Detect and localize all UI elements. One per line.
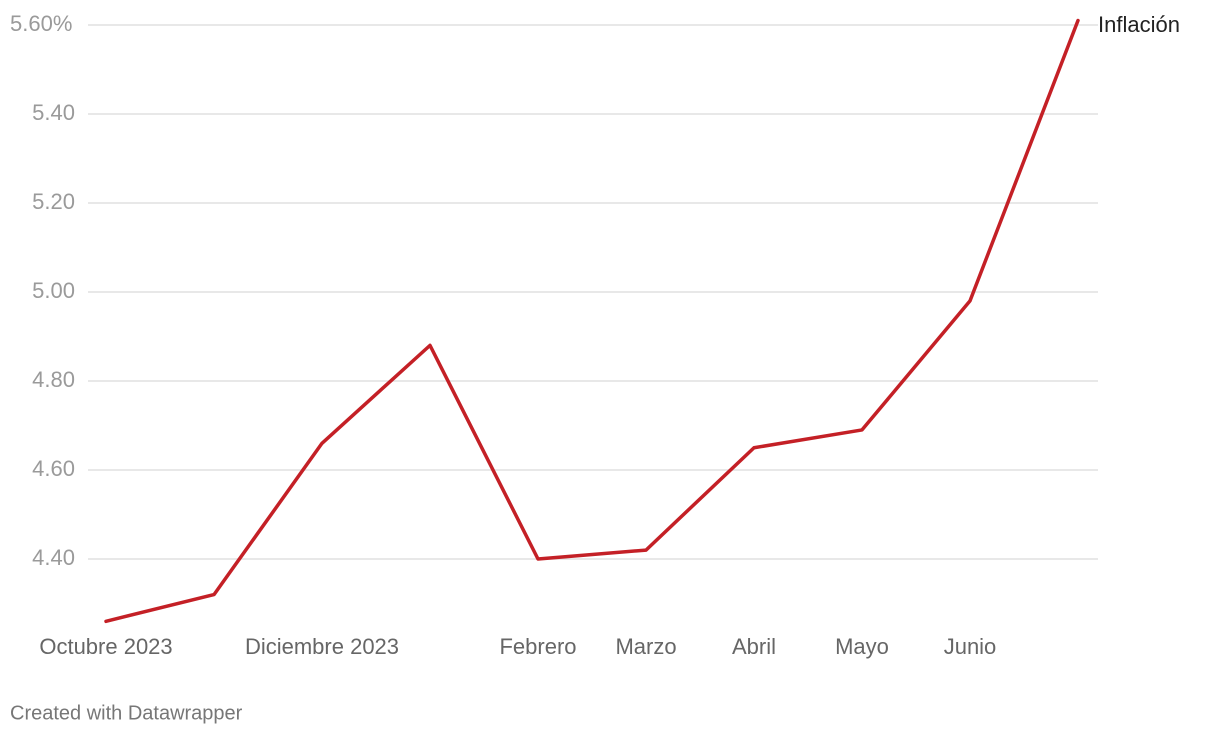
x-tick-label: Abril: [732, 634, 776, 659]
y-tick-label: 5.20: [32, 189, 75, 214]
y-tick-label: 4.80: [32, 367, 75, 392]
footer: Created with Datawrapper: [10, 702, 243, 724]
y-tick-label: 5.00: [32, 278, 75, 303]
x-tick-label: Marzo: [615, 634, 676, 659]
x-tick-label: Octubre 2023: [39, 634, 172, 659]
x-tick-label: Febrero: [499, 634, 576, 659]
line: [104, 18, 1080, 624]
y-tick-label: 4.60: [32, 456, 75, 481]
x-tick-label: Diciembre 2023: [245, 634, 399, 659]
series-label: Inflación: [1098, 12, 1180, 37]
x-tick-label: Mayo: [835, 634, 889, 659]
y-tick-label: 4.40: [32, 545, 75, 570]
y-tick-label: 5.40: [32, 100, 75, 125]
y-tick-label: 5.60%: [10, 11, 72, 36]
x-tick-label: Junio: [944, 634, 997, 659]
